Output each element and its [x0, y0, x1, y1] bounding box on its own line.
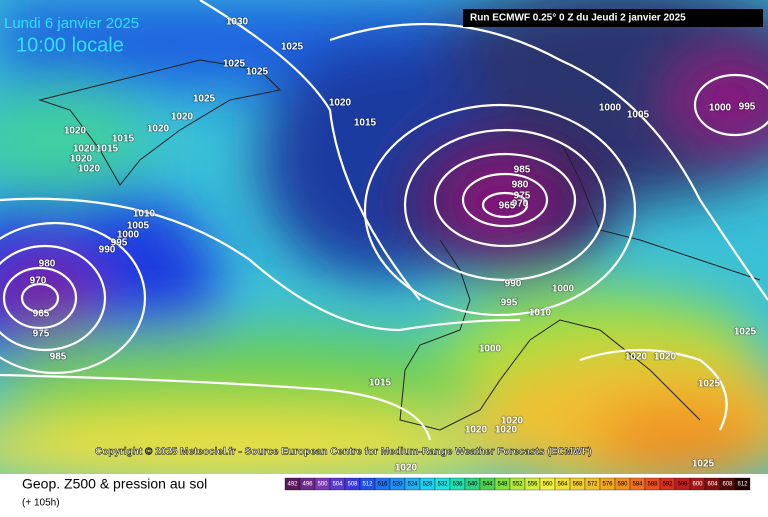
scale-label: 592 — [662, 482, 673, 488]
run-box — [463, 9, 763, 27]
scale-label: 528 — [422, 482, 433, 488]
lead-time: (+ 105h) — [22, 498, 60, 509]
isobar-label: 1020 — [395, 463, 418, 474]
isobar-label: 1025 — [193, 94, 216, 105]
isobar-label: 1000 — [599, 103, 622, 114]
run: Run ECMWF 0.25° 0 Z du Jeudi 2 janvier 2… — [470, 13, 686, 24]
isobar-label: 1025 — [734, 327, 757, 338]
scale-label: 556 — [527, 482, 538, 488]
isobar-label: 1020 — [64, 126, 87, 137]
isobar-label: 1020 — [329, 98, 352, 109]
scale-label: 548 — [497, 482, 508, 488]
scale-label: 512 — [362, 482, 373, 488]
isobar-label: 1005 — [127, 221, 150, 232]
scale-label: 600 — [692, 482, 703, 488]
scale-label: 580 — [617, 482, 628, 488]
scale-label: 588 — [647, 482, 658, 488]
isobar-label: 1020 — [654, 352, 677, 363]
isobar-label: 1025 — [692, 459, 715, 470]
isobar-label: 980 — [39, 259, 56, 270]
scale-label: 524 — [407, 482, 418, 488]
isobar-label: 985 — [50, 352, 67, 363]
isobar-label: 1020 — [78, 164, 101, 175]
scale-label: 520 — [392, 482, 403, 488]
scale-label: 612 — [737, 482, 748, 488]
copyright: Copyright © 2025 Meteociel.fr - Source E… — [95, 447, 592, 458]
isobar-label: 980 — [512, 180, 529, 191]
color-scale: 492 496 500 504 508 512 516 520 524 528 532 536 540 5… — [284, 477, 751, 491]
isobar-label: 1015 — [112, 134, 135, 145]
isobar-label: 1025 — [246, 67, 269, 78]
isobar-label: 1020 — [501, 416, 524, 427]
isobar-label: 965 — [33, 309, 50, 320]
scale-label: 536 — [452, 482, 463, 488]
time: 10:00 locale — [16, 34, 124, 56]
footer-title: Geop. Z500 & pression au sol — [22, 476, 207, 492]
isobar-label: 1025 — [223, 59, 246, 70]
isobar-label: 1020 — [147, 124, 170, 135]
isobar-label: 1015 — [96, 144, 119, 155]
isobar-label: 1015 — [354, 118, 377, 129]
date: Lundi 6 janvier 2025 — [4, 15, 139, 32]
isobar-label: 1000 — [709, 103, 732, 114]
scale-label: 572 — [587, 482, 598, 488]
isobar-label: 975 — [514, 191, 531, 202]
isobar-label: 1030 — [226, 17, 249, 28]
isobar-label: 1000 — [479, 344, 502, 355]
scale-label: 492 — [287, 482, 298, 488]
isobar-label: 1010 — [133, 209, 156, 220]
isobar-label: 1025 — [281, 42, 304, 53]
scale-label: 576 — [602, 482, 613, 488]
isobar-label: 1020 — [625, 352, 648, 363]
scale-label: 516 — [377, 482, 388, 488]
coastlines — [38, 59, 761, 431]
isobar-labels: 1030102510251025102510201020102010151020… — [29, 16, 757, 475]
isobar-label: 1015 — [369, 378, 392, 389]
scale-label: 564 — [557, 482, 568, 488]
isobar-label: 975 — [33, 329, 50, 340]
scale-label: 604 — [707, 482, 718, 488]
isobars — [0, 0, 768, 441]
isobar-label: 985 — [514, 165, 531, 176]
isobar-label: 995 — [501, 298, 518, 309]
isobar-label: 1020 — [495, 425, 518, 436]
isobar-label: 1020 — [171, 112, 194, 123]
scale-swatch — [734, 477, 751, 491]
isobar-label: 965 — [499, 201, 516, 212]
scale-label: 508 — [347, 482, 358, 488]
scale-label: 544 — [482, 482, 493, 488]
isobar-label: 990 — [505, 279, 522, 290]
isobar-label: 1020 — [70, 154, 93, 165]
isobar-label: 995 — [111, 238, 128, 249]
isobar-label: 1020 — [73, 144, 96, 155]
scale-label: 596 — [677, 482, 688, 488]
scale-label: 532 — [437, 482, 448, 488]
scale-label: 552 — [512, 482, 523, 488]
scale-label: 500 — [317, 482, 328, 488]
isobar-label: 970 — [30, 276, 47, 287]
isobar-label: 1000 — [552, 284, 575, 295]
scale-label: 504 — [332, 482, 343, 488]
scale-label: 496 — [302, 482, 313, 488]
isobar-label: 1000 — [117, 230, 140, 241]
isobar-label: 1005 — [627, 110, 650, 121]
scale-label: 584 — [632, 482, 643, 488]
isobar-label: 970 — [512, 199, 529, 210]
scale-label: 560 — [542, 482, 553, 488]
isobar-label: 1010 — [529, 308, 552, 319]
scale-label: 568 — [572, 482, 583, 488]
isobar-label: 1025 — [698, 379, 721, 390]
scale-label: 540 — [467, 482, 478, 488]
isobar-label: 1020 — [465, 425, 488, 436]
scale-label: 608 — [722, 482, 733, 488]
isobar-label: 990 — [99, 245, 116, 256]
isobar-label: 995 — [739, 102, 756, 113]
